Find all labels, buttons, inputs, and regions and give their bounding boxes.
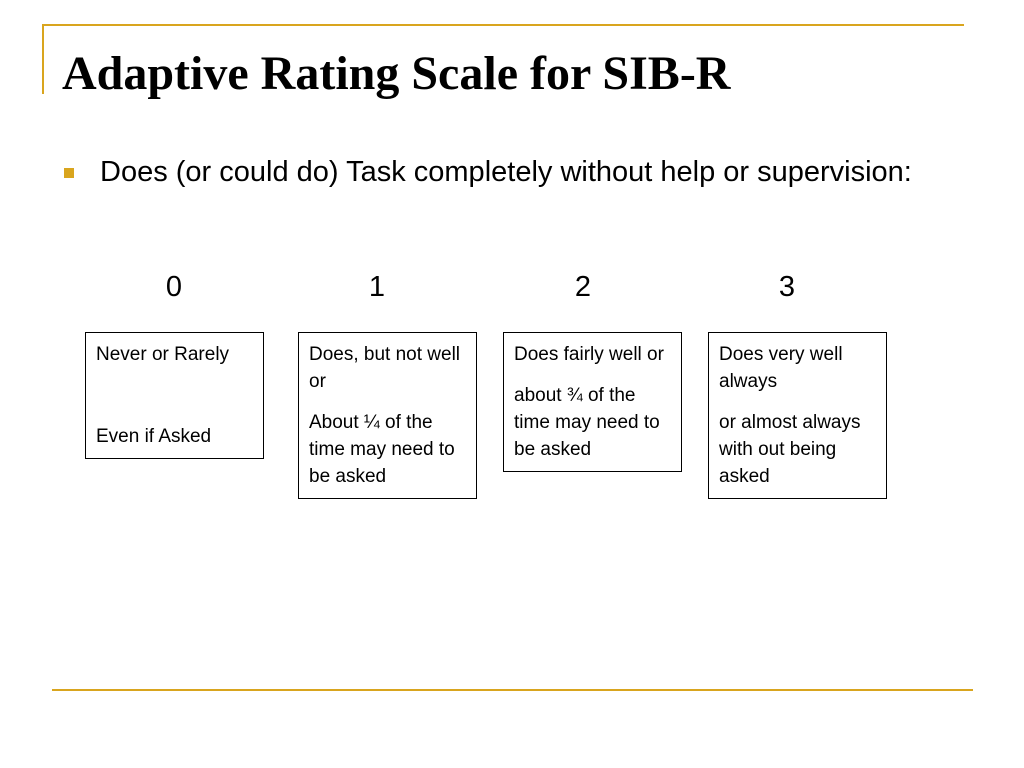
- score-label-1: 1: [368, 271, 386, 303]
- rating-box-0-line2: Even if Asked: [96, 426, 212, 447]
- rating-box-2-line2: about ¾ of the time may need to be asked: [514, 385, 660, 460]
- square-bullet-icon: [64, 168, 74, 178]
- score-label-3: 3: [778, 271, 796, 303]
- rating-box-3-line2: or almost always with out being asked: [719, 412, 861, 487]
- slide-title: Adaptive Rating Scale for SIB-R: [62, 47, 731, 100]
- rating-box-2: Does fairly well or about ¾ of the time …: [503, 332, 682, 472]
- bottom-accent-rule: [52, 689, 973, 691]
- rating-box-2-line1: Does fairly well or: [514, 344, 664, 365]
- rating-box-0: Never or Rarely Even if Asked: [85, 332, 264, 459]
- rating-box-1-line2: About ¼ of the time may need to be asked: [309, 412, 455, 487]
- rating-box-1-line1: Does, but not well or: [309, 344, 461, 392]
- top-accent-rule: [42, 24, 964, 26]
- left-accent-rule: [42, 24, 44, 94]
- rating-box-0-line1: Never or Rarely: [96, 344, 230, 365]
- bullet-text: Does (or could do) Task completely witho…: [100, 156, 912, 188]
- score-label-2: 2: [574, 271, 592, 303]
- rating-box-3-line1: Does very well always: [719, 344, 843, 392]
- score-label-0: 0: [165, 271, 183, 303]
- rating-box-3: Does very well always or almost always w…: [708, 332, 887, 499]
- rating-box-1: Does, but not well or About ¼ of the tim…: [298, 332, 477, 499]
